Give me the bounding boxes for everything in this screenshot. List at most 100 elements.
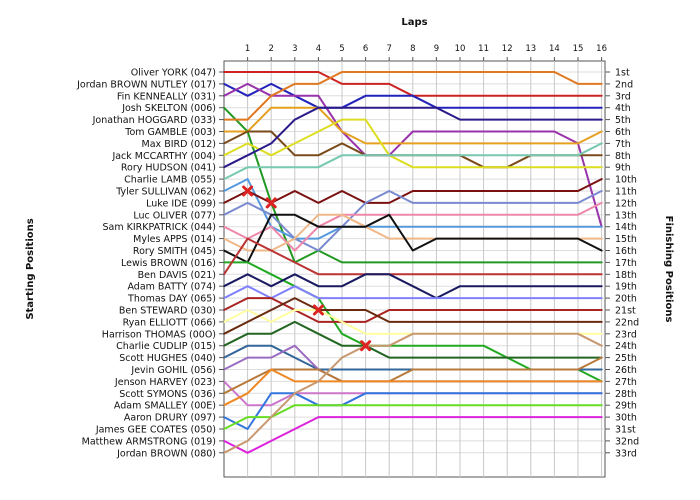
starting-position-label: Luke IDE (099) <box>146 198 216 209</box>
series-line <box>223 213 603 264</box>
finishing-position-label: 31st <box>615 425 636 436</box>
finishing-position-label: 17th <box>615 258 637 269</box>
starting-position-label: Matthew ARMSTRONG (019) <box>82 436 216 447</box>
finishing-position-label: 15th <box>615 234 637 245</box>
starting-position-label: Josh SKELTON (006) <box>121 103 216 114</box>
starting-position-label: Ben DAVIS (021) <box>138 270 216 281</box>
series-line <box>223 320 603 359</box>
finishing-position-label: 7th <box>615 139 631 150</box>
lap-tick-label: 12 <box>502 44 513 54</box>
series-line <box>223 404 603 430</box>
lap-tick-label: 8 <box>410 44 415 54</box>
retirement-marker <box>312 304 324 316</box>
starting-position-label: Harrison THOMAS (00O) <box>102 329 216 340</box>
lap-tick-label: 11 <box>478 44 489 54</box>
starting-position-label: Luc OLIVER (077) <box>133 210 216 221</box>
retirement-marker <box>360 340 372 352</box>
series-line <box>223 82 603 109</box>
series-line <box>223 332 603 454</box>
series-line <box>223 416 603 454</box>
starting-position-label: Ryan ELLIOTT (066) <box>123 317 216 328</box>
starting-position-label: Jonathan HOGGARD (033) <box>92 115 216 126</box>
y-axis-left-title: Starting Positions <box>25 218 36 319</box>
starting-position-label: Tom GAMBLE (003) <box>124 127 216 138</box>
finishing-position-label: 16th <box>615 246 637 257</box>
lap-tick-label: 3 <box>292 44 297 54</box>
series-line <box>223 356 603 395</box>
series-line <box>223 178 603 240</box>
starting-position-label: Charlie LAMB (055) <box>124 175 216 186</box>
lap-tick-label: 1 <box>245 44 250 54</box>
series-line <box>223 142 603 181</box>
series-line <box>223 285 603 300</box>
finishing-position-label: 12th <box>615 198 637 209</box>
finishing-position-label: 11th <box>615 187 637 198</box>
finishing-position-label: 33rd <box>615 448 637 459</box>
finishing-position-label: 1st <box>615 68 630 79</box>
starting-position-label: Max BIRD (012) <box>142 139 216 150</box>
retirement-marker <box>265 197 277 209</box>
starting-position-label: Lewis BROWN (016) <box>121 258 216 269</box>
lap-tick-label: 14 <box>549 44 560 54</box>
starting-position-label: Jenson HARVEY (023) <box>114 377 216 388</box>
series-line <box>223 106 603 169</box>
y-axis-right-title: Finishing Positions <box>663 216 674 323</box>
finishing-position-label: 10th <box>615 175 637 186</box>
finishing-position-label: 30th <box>615 413 637 424</box>
finishing-position-label: 18th <box>615 270 637 281</box>
starting-position-label: Aaron DRURY (097) <box>124 413 216 424</box>
starting-position-label: James GEE COATES (050) <box>95 425 216 436</box>
starting-position-label: Jordan BROWN (080) <box>116 448 216 459</box>
starting-position-label: Jordan BROWN NUTLEY (017) <box>76 79 216 90</box>
series-line <box>223 297 603 323</box>
finishing-position-label: 13th <box>615 210 637 221</box>
finishing-position-label: 5th <box>615 115 631 126</box>
starting-position-label: Jevin GOHIL (056) <box>130 365 216 376</box>
starting-position-label: Rory SMITH (045) <box>133 246 216 257</box>
finishing-position-label: 24th <box>615 341 637 352</box>
series-line <box>223 178 603 204</box>
starting-position-label: Rory HUDSON (041) <box>121 163 216 174</box>
starting-position-label: Oliver YORK (047) <box>131 68 216 79</box>
series-line <box>223 190 603 252</box>
lap-tick-label: 15 <box>573 44 584 54</box>
starting-position-label: Ben STEWARD (030) <box>119 306 216 317</box>
finishing-position-label: 9th <box>615 163 631 174</box>
finishing-position-label: 6th <box>615 127 631 138</box>
lap-tick-label: 16 <box>596 44 607 54</box>
starting-position-label: Tyler SULLIVAN (062) <box>115 187 216 198</box>
x-axis-title: Laps <box>401 17 427 28</box>
finishing-position-label: 22nd <box>615 317 639 328</box>
lap-tick-label: 4 <box>316 44 321 54</box>
finishing-position-label: 21st <box>615 306 636 317</box>
finishing-position-label: 4th <box>615 103 631 114</box>
series-line <box>223 297 603 335</box>
grid <box>223 60 606 478</box>
marker-layer <box>242 185 372 352</box>
series-line <box>223 118 603 169</box>
series-line <box>223 237 603 276</box>
starting-position-label: Thomas DAY (065) <box>127 294 216 305</box>
series-line <box>223 82 603 228</box>
finishing-position-label: 29th <box>615 401 637 412</box>
lap-tick-label: 6 <box>363 44 368 54</box>
starting-position-label: Scott SYMONS (036) <box>119 389 216 400</box>
series-line <box>223 392 603 430</box>
finishing-position-label: 20th <box>615 294 637 305</box>
finishing-position-label: 28th <box>615 389 637 400</box>
lap-tick-label: 9 <box>434 44 439 54</box>
series-line <box>223 368 603 407</box>
lap-tick-label: 13 <box>525 44 536 54</box>
lap-tick-label: 2 <box>268 44 273 54</box>
starting-position-label: Fin KENNEALLY (031) <box>117 91 216 102</box>
finishing-position-label: 23rd <box>615 329 637 340</box>
retirement-marker <box>242 185 254 197</box>
starting-position-label: Adam SMALLEY (00E) <box>114 401 216 412</box>
starting-position-label: Adam BATTY (074) <box>127 282 216 293</box>
starting-position-label: Jack MCCARTHY (004) <box>111 151 216 162</box>
plot-area <box>223 60 606 478</box>
series-layer <box>223 71 603 454</box>
